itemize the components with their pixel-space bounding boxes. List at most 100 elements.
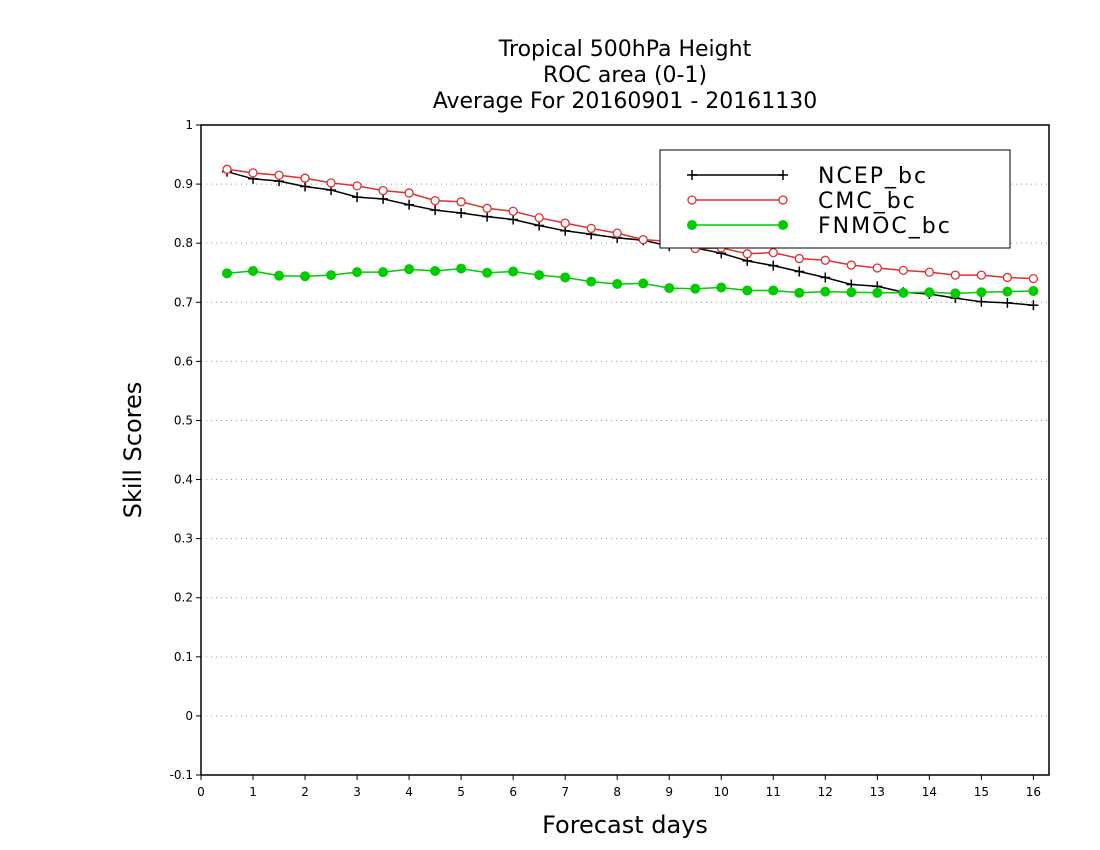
x-tick-label: 9 xyxy=(665,785,673,799)
x-tick-label: 13 xyxy=(870,785,885,799)
data-point xyxy=(638,278,649,289)
y-tick-label: 0.4 xyxy=(174,473,193,487)
data-point xyxy=(778,220,788,230)
data-point xyxy=(794,287,805,298)
y-tick-label: 0.1 xyxy=(174,650,193,664)
series-FNMOC_bc xyxy=(222,263,1039,299)
data-point xyxy=(326,270,337,281)
data-point xyxy=(482,267,493,278)
data-point xyxy=(300,181,311,192)
y-tick-label: -0.1 xyxy=(170,768,193,782)
legend-box xyxy=(659,149,1011,249)
data-point xyxy=(924,287,935,298)
data-point xyxy=(742,249,752,259)
series-group xyxy=(222,164,1039,311)
data-point xyxy=(300,271,311,282)
x-tick-label: 6 xyxy=(509,785,517,799)
x-tick-label: 11 xyxy=(766,785,781,799)
x-tick-label: 2 xyxy=(301,785,309,799)
x-axis: 0 1 2 3 4 5 6 7 8 9 10 11 12 13 14 15 16 xyxy=(197,775,1041,799)
x-tick-label: 3 xyxy=(353,785,361,799)
y-tick-label: 0.7 xyxy=(174,295,193,309)
series-CMC_bc xyxy=(222,164,1039,284)
data-point xyxy=(274,170,284,180)
data-point xyxy=(430,205,441,216)
legend-item: FNMOC_bc xyxy=(687,214,952,239)
data-point xyxy=(794,253,804,264)
data-point xyxy=(508,266,519,277)
data-point xyxy=(534,270,545,281)
data-point xyxy=(846,260,856,270)
data-point xyxy=(950,270,961,280)
data-point xyxy=(378,193,389,204)
data-point xyxy=(586,223,596,234)
data-point xyxy=(456,197,466,207)
grid-lines xyxy=(201,183,1049,717)
data-point xyxy=(248,168,258,178)
legend-item: NCEP_bc xyxy=(687,164,926,189)
data-point xyxy=(638,234,648,245)
y-tick-label: 0.3 xyxy=(174,532,193,546)
data-point xyxy=(778,195,788,205)
y-axis-title: Skill Scores xyxy=(119,382,147,519)
data-point xyxy=(560,272,571,283)
data-point xyxy=(820,286,831,297)
data-point xyxy=(534,213,544,223)
x-tick-label: 14 xyxy=(922,785,937,799)
data-point xyxy=(222,268,233,279)
data-point xyxy=(352,267,363,278)
data-point xyxy=(1002,297,1013,308)
data-point xyxy=(378,267,389,278)
data-point xyxy=(404,264,415,275)
data-point xyxy=(768,285,779,296)
data-point xyxy=(976,296,987,307)
data-point xyxy=(768,260,779,271)
y-axis: -0.1 0 0.1 0.2 0.3 0.4 0.5 0.6 0.7 0.8 0.9 1 xyxy=(170,118,201,782)
data-point xyxy=(664,283,675,294)
y-tick-label: 1 xyxy=(185,118,193,132)
data-point xyxy=(456,208,467,219)
data-point xyxy=(612,228,622,238)
legend-label: FNMOC_bc xyxy=(818,214,952,239)
y-tick-label: 0.6 xyxy=(174,354,193,368)
data-point xyxy=(508,214,519,225)
data-point xyxy=(1028,286,1039,297)
data-point xyxy=(1028,273,1039,284)
data-point xyxy=(898,287,909,298)
data-point xyxy=(768,247,778,258)
data-point xyxy=(378,185,388,196)
data-point xyxy=(326,178,336,188)
x-tick-label: 15 xyxy=(974,785,989,799)
data-point xyxy=(404,199,415,210)
y-tick-label: 0.2 xyxy=(174,591,193,605)
data-point xyxy=(690,283,701,294)
legend-label: CMC_bc xyxy=(818,189,917,214)
y-tick-label: 0.9 xyxy=(174,177,193,191)
x-tick-label: 12 xyxy=(818,785,833,799)
x-tick-label: 16 xyxy=(1026,785,1041,799)
data-point xyxy=(794,266,805,277)
x-axis-title: Forecast days xyxy=(542,811,708,839)
data-point xyxy=(508,206,518,216)
chart-title-line-3: Average For 20160901 - 20161130 xyxy=(432,89,818,114)
data-point xyxy=(482,203,492,213)
x-tick-label: 8 xyxy=(613,785,621,799)
data-point xyxy=(612,278,623,289)
data-point xyxy=(716,282,727,293)
data-point xyxy=(560,218,570,228)
chart-title-line-1: Tropical 500hPa Height xyxy=(498,37,752,62)
data-point xyxy=(820,255,830,265)
data-point xyxy=(248,265,259,276)
data-point xyxy=(820,272,831,283)
x-tick-label: 5 xyxy=(457,785,465,799)
x-tick-label: 1 xyxy=(249,785,257,799)
y-tick-label: 0.5 xyxy=(174,413,193,427)
x-tick-label: 10 xyxy=(714,785,729,799)
data-point xyxy=(976,270,987,280)
data-point xyxy=(430,195,440,206)
data-point xyxy=(846,287,857,298)
data-point xyxy=(1002,272,1013,283)
data-point xyxy=(872,263,882,273)
